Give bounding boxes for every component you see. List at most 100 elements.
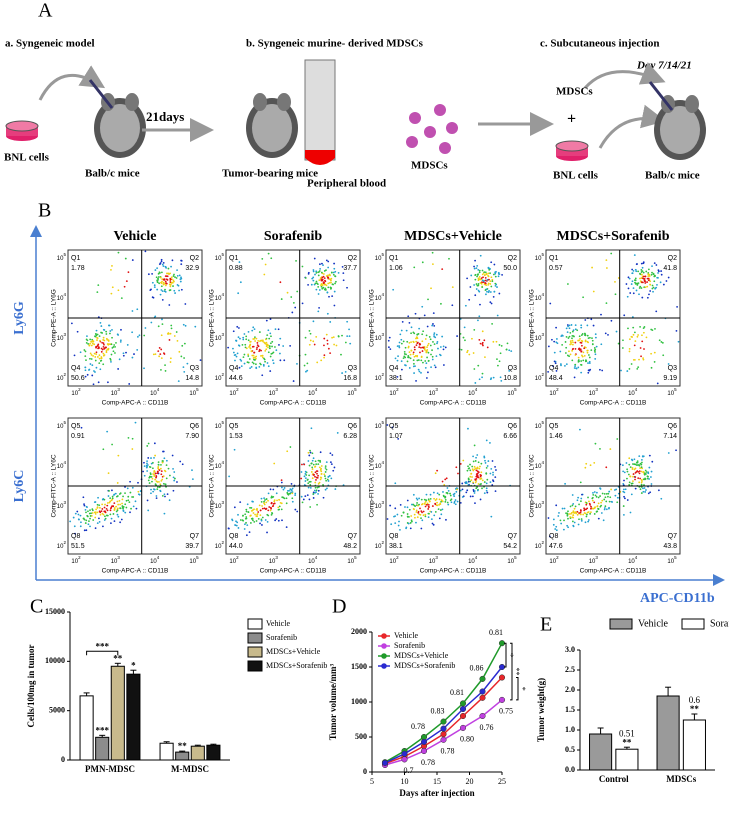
event-dot (97, 381, 100, 384)
tick-base: 10 (667, 391, 674, 397)
x-tick-label: 5 (370, 777, 374, 786)
event-dot (258, 350, 261, 353)
event-dot (471, 468, 474, 471)
event-dot (589, 512, 591, 515)
event-dot (136, 349, 139, 351)
event-dot (124, 492, 126, 495)
event-dot (272, 504, 275, 507)
point (459, 700, 467, 707)
event-dot (275, 492, 278, 495)
event-dot (633, 279, 636, 281)
event-dot (261, 356, 264, 359)
event-dot (321, 262, 323, 265)
event-dot (91, 512, 94, 514)
event-dot (573, 521, 576, 524)
event-dot (164, 364, 166, 367)
event-dot (490, 515, 493, 518)
y-tick-label: 0.0 (565, 765, 575, 774)
event-dot (588, 360, 591, 363)
event-dot (402, 340, 405, 343)
quadrant-value: 6.28 (343, 433, 357, 440)
event-dot (131, 259, 134, 261)
event-dot (111, 336, 113, 339)
tick-exponent: 2 (541, 372, 544, 377)
event-dot (300, 495, 303, 498)
event-dot (565, 335, 568, 338)
event-dot (166, 493, 169, 496)
event-dot (677, 340, 680, 343)
event-dot (250, 507, 253, 509)
event-dot (243, 333, 246, 335)
event-dot (400, 329, 403, 332)
event-dot (394, 357, 397, 360)
point (479, 675, 486, 682)
tick-base: 10 (375, 424, 382, 430)
legend-swatch (247, 618, 263, 630)
event-dot (165, 282, 168, 285)
event-dot (102, 448, 105, 451)
quadrant-name: Q5 (549, 423, 558, 430)
legend-label: Vehicle (394, 631, 418, 640)
event-dot (91, 508, 94, 511)
event-dot (642, 357, 644, 360)
tick-exponent: 4 (221, 460, 224, 465)
event-dot (481, 341, 484, 344)
event-dot (317, 274, 320, 277)
event-dot (168, 273, 170, 275)
tick-exponent: 5 (221, 252, 224, 257)
event-dot (418, 497, 420, 500)
tick-exponent: 5 (514, 387, 517, 392)
step-title: a. Syngeneic model (5, 38, 95, 50)
event-dot (290, 491, 292, 494)
event-dot (291, 487, 294, 490)
event-dot (237, 344, 240, 347)
event-dot (495, 469, 497, 471)
event-dot (641, 461, 643, 464)
tick-base: 10 (535, 336, 542, 342)
event-dot (327, 282, 330, 285)
tick-base: 10 (215, 424, 222, 430)
event-dot (159, 353, 162, 356)
event-dot (599, 488, 602, 490)
event-dot (85, 341, 88, 344)
event-dot (116, 482, 119, 484)
event-dot (326, 478, 329, 481)
x-tick-label: 104 (468, 387, 478, 396)
event-dot (255, 515, 258, 518)
event-dot (470, 472, 473, 475)
event-dot (146, 462, 148, 465)
legend-marker (381, 643, 387, 649)
event-dot (108, 343, 110, 345)
event-dot (94, 335, 96, 338)
event-dot (156, 280, 159, 283)
x-tick-label: 102 (71, 555, 81, 564)
quadrant-value: 1.46 (549, 433, 563, 440)
tick-base: 10 (375, 376, 382, 382)
event-dot (160, 368, 162, 371)
x-tick-label: 25 (498, 777, 506, 786)
event-dot (413, 362, 415, 365)
event-dot (637, 366, 640, 369)
event-dot (457, 472, 459, 475)
event-dot (150, 321, 153, 324)
event-dot (312, 269, 315, 271)
event-dot (567, 325, 569, 328)
panel-label: D (332, 596, 346, 618)
event-dot (431, 522, 434, 525)
event-dot (405, 527, 407, 530)
event-dot (331, 283, 334, 286)
event-dot (324, 475, 326, 477)
event-dot (409, 522, 412, 524)
event-dot (160, 357, 163, 360)
event-dot (580, 500, 582, 503)
event-dot (265, 507, 268, 510)
event-dot (98, 357, 101, 360)
event-dot (324, 467, 327, 469)
event-dot (407, 346, 410, 349)
event-dot (314, 486, 317, 489)
event-dot (625, 462, 628, 464)
event-dot (264, 499, 266, 501)
event-dot (294, 508, 297, 511)
event-dot (83, 349, 86, 351)
y-tick-label: 2.0 (565, 685, 575, 694)
